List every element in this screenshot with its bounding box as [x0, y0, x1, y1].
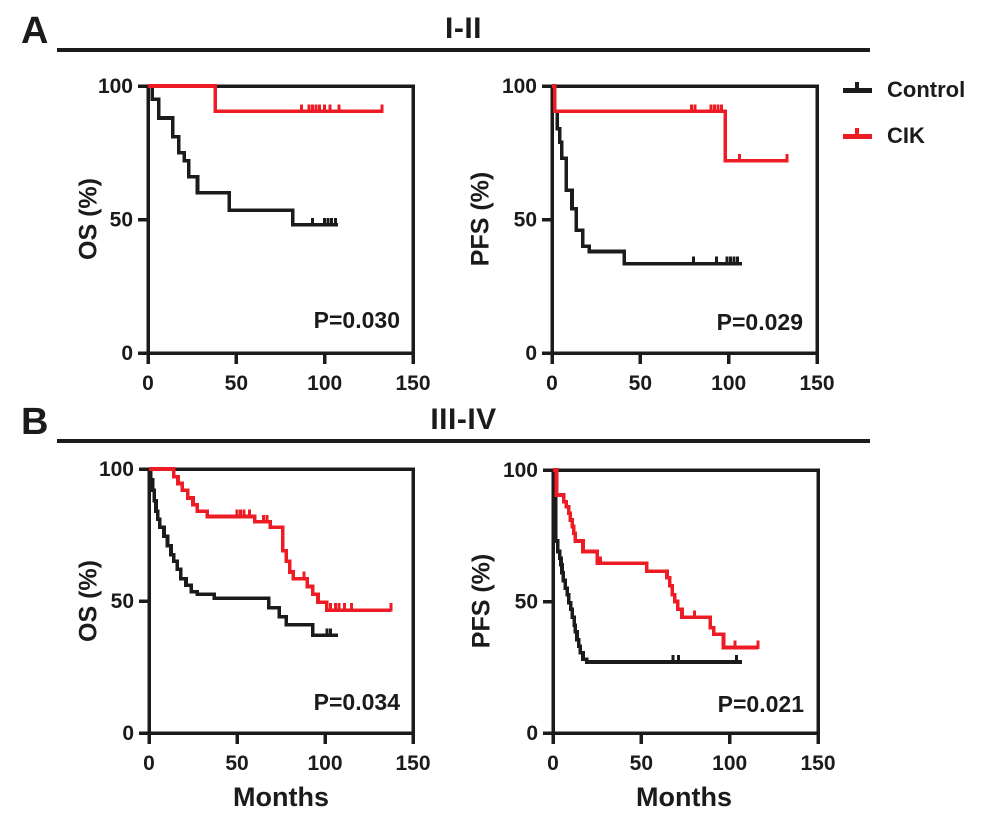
legend-entry-control: Control — [843, 77, 965, 103]
panelB-OS-cik-curve — [149, 467, 391, 613]
panelB-PFS-y-tick-label: 0 — [526, 722, 538, 745]
panelA-OS-control-curve — [148, 84, 338, 227]
panelB-PFS-x-tick-label: 50 — [630, 752, 653, 775]
panelA-OS-x-tick-label: 50 — [225, 372, 248, 395]
panelA-PFS-x-tick-label: 0 — [546, 372, 558, 395]
x-axis-label-b-pfs: Months — [636, 782, 732, 812]
panelB-PFS-x-tick-label: 100 — [712, 752, 747, 775]
panelA-OS-cik-curve — [148, 84, 383, 114]
panel-a-rule — [57, 48, 870, 52]
panelA-PFS-x-tick-label: 150 — [799, 372, 834, 395]
panelA-PFS-control-curve — [552, 84, 742, 266]
panelA-PFS-frame — [550, 84, 819, 355]
panelB-OS-x-tick-label: 0 — [143, 752, 155, 775]
panelB-PFS-cik-curve — [553, 468, 758, 650]
panelB-OS-control-curve — [148, 467, 339, 638]
panelB-PFS-frame — [551, 468, 820, 735]
cik-line-swatch — [843, 127, 872, 139]
censor-tick-icon — [855, 127, 859, 137]
panel-a-title: I-II — [445, 12, 482, 45]
panelA-OS-y-tick-label: 50 — [110, 209, 133, 232]
panel-a-letter: A — [21, 10, 49, 52]
panelB-PFS-y-tick-label: 50 — [515, 591, 538, 614]
panelA-PFS-cik-curve — [552, 84, 787, 163]
panelA-PFS-y-tick-label: 100 — [502, 75, 537, 98]
censor-tick-icon — [855, 81, 859, 91]
panelB-OS-x-tick-label: 150 — [395, 752, 430, 775]
panelA-PFS-y-tick-label: 0 — [525, 342, 537, 365]
panelB-OS-y-tick-label: 0 — [122, 722, 134, 745]
legend-label-cik: CIK — [887, 123, 925, 148]
p-value-a-pfs: P=0.029 — [716, 309, 803, 335]
panelA-OS-x-tick-label: 150 — [395, 372, 430, 395]
p-value-b-pfs: P=0.021 — [717, 691, 804, 717]
panelA-OS-y-tick-label: 100 — [98, 75, 133, 98]
panelA-OS-y-tick-label: 0 — [121, 342, 133, 365]
legend-entry-cik: CIK — [843, 123, 965, 149]
panelB-OS-frame — [147, 467, 415, 735]
panel-b-rule — [57, 439, 870, 443]
p-value-a-os: P=0.030 — [313, 307, 400, 333]
panelB-PFS-y-tick-label: 100 — [503, 459, 538, 482]
panelB-PFS-control-curve — [553, 468, 743, 664]
p-value-b-os: P=0.034 — [313, 689, 400, 715]
panelB-PFS-x-tick-label: 0 — [547, 752, 559, 775]
panelA-PFS-x-tick-label: 100 — [711, 372, 746, 395]
panelB-OS-x-tick-label: 50 — [225, 752, 248, 775]
panelA-OS-x-tick-label: 100 — [307, 372, 342, 395]
panelA-PFS-y-tick-label: 50 — [514, 209, 537, 232]
panel-b-letter: B — [21, 401, 49, 443]
panelA-PFS-x-tick-label: 50 — [629, 372, 652, 395]
panelB-PFS-x-tick-label: 150 — [800, 752, 835, 775]
panelB-OS-y-tick-label: 100 — [99, 458, 134, 481]
legend-label-control: Control — [887, 77, 966, 102]
panel-b-title: III-IV — [430, 403, 497, 436]
legend: Control CIK — [843, 77, 965, 149]
panelB-OS-x-tick-label: 100 — [307, 752, 342, 775]
panelA-OS-x-tick-label: 0 — [142, 372, 154, 395]
x-axis-label-b-os: Months — [233, 782, 329, 812]
control-line-swatch — [843, 81, 872, 93]
panelA-OS-frame — [146, 84, 415, 355]
panelB-OS-y-tick-label: 50 — [111, 590, 134, 613]
